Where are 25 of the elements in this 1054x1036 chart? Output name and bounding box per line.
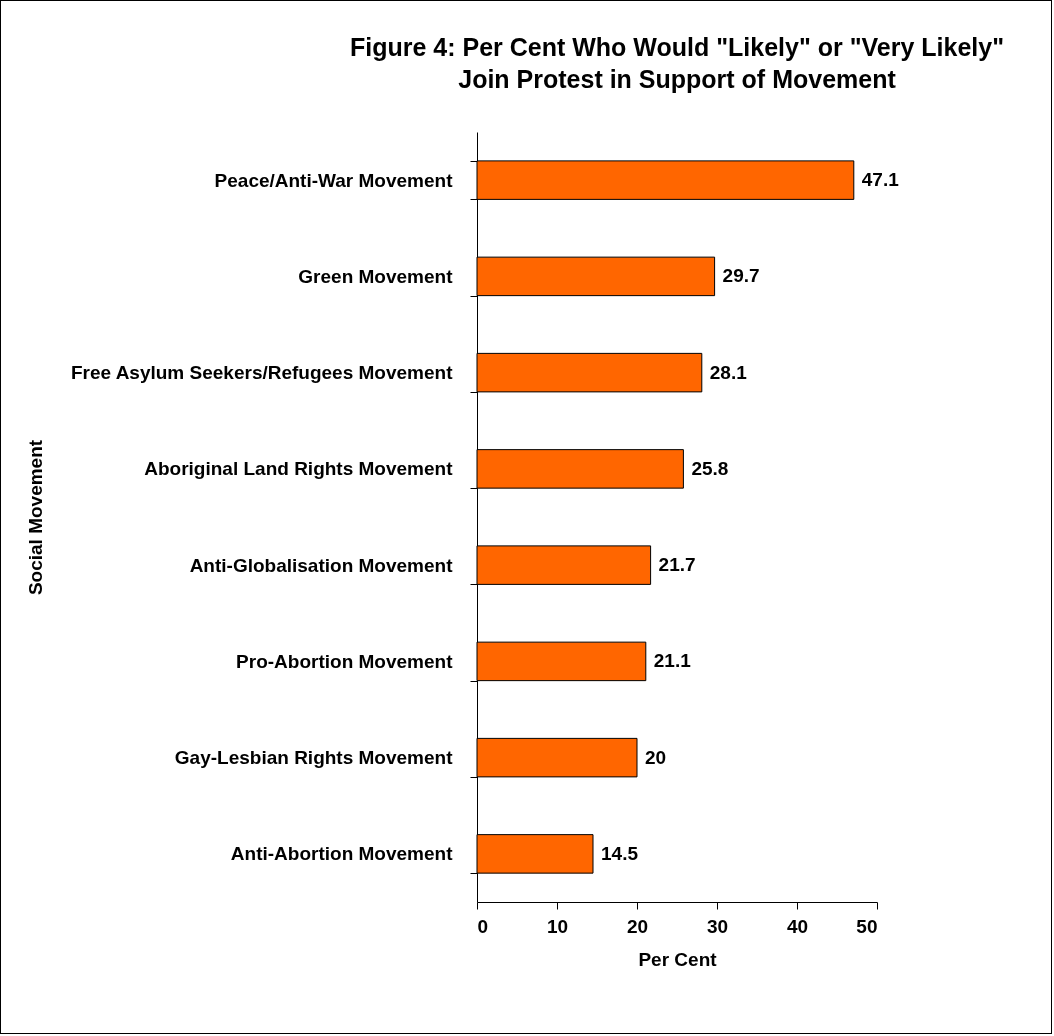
y-tick-label: Green Movement — [298, 265, 454, 287]
y-tick-label: Gay-Lesbian Rights Movement — [174, 747, 454, 769]
data-label: 25.8 — [691, 457, 729, 479]
y-tick-label: Anti-Abortion Movement — [230, 843, 454, 865]
x-tick-label: 50 — [856, 915, 878, 937]
x-tick-label: 40 — [786, 915, 809, 937]
y-tick-label: Pro-Abortion Movement — [236, 650, 454, 672]
y-axis-title: Social Movement — [25, 439, 47, 596]
y-tick-label: Peace/Anti-War Movement — [214, 169, 454, 191]
chart-title: Figure 4: Per Cent Who Would "Likely" or "Very Likely" Join Protest in Support of Movement — [349, 33, 1005, 93]
y-tick-label: Anti-Globalisation Movement — [189, 554, 454, 576]
y-tick-label: Aboriginal Land Rights Movement — [144, 458, 454, 480]
data-label: 20 — [645, 746, 667, 768]
data-label: 29.7 — [722, 265, 760, 287]
data-label: 47.1 — [861, 169, 900, 191]
x-tick-label: 10 — [546, 915, 569, 937]
y-tick-label: Free Asylum Seekers/Refugees Movement — [70, 362, 454, 384]
data-label: 21.1 — [653, 650, 692, 672]
x-tick-label: 30 — [706, 915, 729, 937]
data-label: 28.1 — [709, 361, 748, 383]
x-tick-label: 0 — [477, 915, 489, 937]
data-label: 14.5 — [601, 842, 639, 864]
data-label: 21.7 — [658, 554, 696, 576]
x-axis-title: Per Cent — [638, 948, 718, 970]
x-tick-label: 20 — [626, 915, 649, 937]
